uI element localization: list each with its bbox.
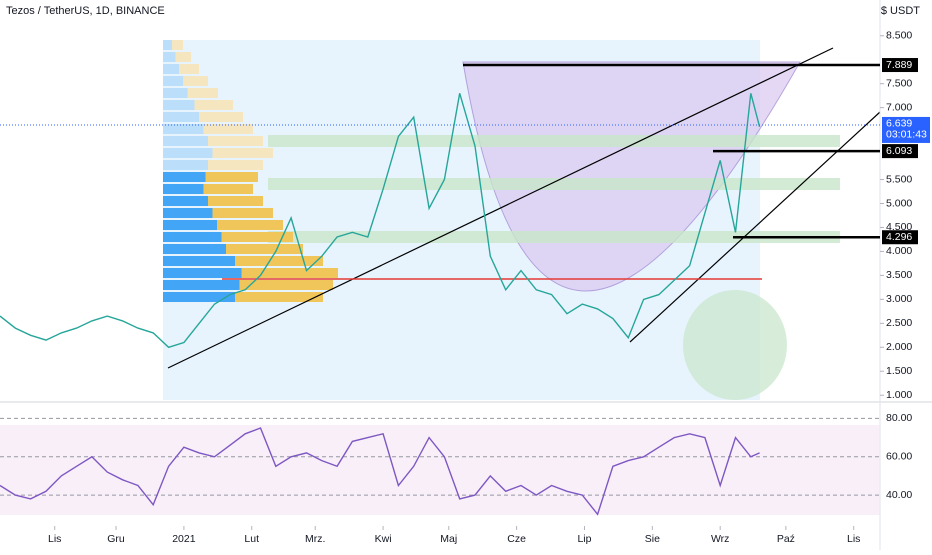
profile-bar [163,232,222,242]
rsi-band [0,425,880,515]
price-tag-label: 4.296 [886,231,912,243]
trend-line [167,47,834,369]
x-tick-label: Cze [507,533,526,545]
y-tick-label: 5.000 [886,197,912,209]
countdown-label: 03:01:43 [886,129,927,141]
zone [268,178,840,190]
profile-bar [226,244,303,254]
profile-bar [163,76,184,86]
y-tick-label: 5.500 [886,173,912,185]
x-tick-label: Lis [847,533,860,545]
profile-bar [217,220,283,230]
y-tick-label: 80.00 [886,412,912,424]
profile-bar [163,136,208,146]
chart-title: Tezos / TetherUS, 1D, BINANCE [6,5,165,17]
profile-bar [163,124,204,134]
y-tick-label: 4.000 [886,245,912,257]
profile-bar [163,148,213,158]
x-tick-label: 2021 [172,533,196,545]
x-tick-label: Lip [577,533,591,545]
y-tick-label: 7.500 [886,77,912,89]
zone [268,135,840,147]
y-tick-label: 3.500 [886,269,912,281]
profile-bar [163,268,242,278]
y-tick-label: 2.000 [886,341,912,353]
profile-bar [179,64,199,74]
x-tick-label: Mrz. [305,533,325,545]
profile-bar [163,280,240,290]
price-tag-label: 6.093 [886,145,912,157]
last-price-label: 6.639 [886,118,912,130]
profile-bar [208,196,263,206]
profile-bar [212,208,273,218]
x-tick-label: Wrz [711,533,729,545]
volume-profile [163,40,338,302]
x-tick-label: Kwi [375,533,392,545]
profile-bar [163,256,235,266]
rsi-line [0,427,760,516]
y-tick-label: 40.00 [886,489,912,501]
price-tag [882,144,918,159]
profile-bar [208,160,263,170]
profile-bar [163,40,172,50]
y-tick-label: 60.00 [886,451,912,463]
profile-bar [163,184,204,194]
profile-bar [175,52,191,62]
profile-bar [241,268,338,278]
profile-bar [208,136,263,146]
profile-bar [163,112,199,122]
profile-bar [205,172,258,182]
profile-bar [163,64,180,74]
profile-bar [163,160,208,170]
profile-bar [163,208,213,218]
profile-bar [163,244,226,254]
profile-bar [163,292,235,302]
profile-bar [163,220,217,230]
y-tick-label: 7.000 [886,101,912,113]
x-tick-label: Maj [440,533,457,545]
x-tick-label: Paź [777,533,795,545]
profile-bar [187,88,218,98]
profile-bar [199,112,243,122]
profile-bar [183,76,208,86]
profile-bar [163,100,195,110]
x-tick-label: Sie [645,533,660,545]
y-tick-label: 1.000 [886,389,912,401]
profile-bar [239,280,333,290]
highlight-zone [683,290,787,400]
price-line [0,93,761,349]
profile-bar [212,148,273,158]
x-tick-label: Lut [244,533,259,545]
currency-label: $ USDT [881,5,920,17]
price-tag [882,58,918,73]
last-price-tag [882,116,930,143]
profile-bar [163,196,208,206]
price-tag-label: 7.889 [886,59,912,71]
profile-bar [235,256,323,266]
profile-bar [203,184,253,194]
price-tag [882,230,918,245]
profile-bar [194,100,233,110]
y-tick-label: 2.500 [886,317,912,329]
profile-bar [221,232,293,242]
y-tick-label: 8.500 [886,30,912,42]
x-tick-label: Gru [107,533,125,545]
profile-bar [172,40,183,50]
x-tick-label: Lis [48,533,61,545]
profile-bar [235,292,323,302]
profile-bar [203,124,253,134]
y-tick-label: 1.500 [886,365,912,377]
profile-bar [163,52,176,62]
y-tick-label: 3.000 [886,293,912,305]
profile-bar [163,172,206,182]
profile-bar [163,88,188,98]
